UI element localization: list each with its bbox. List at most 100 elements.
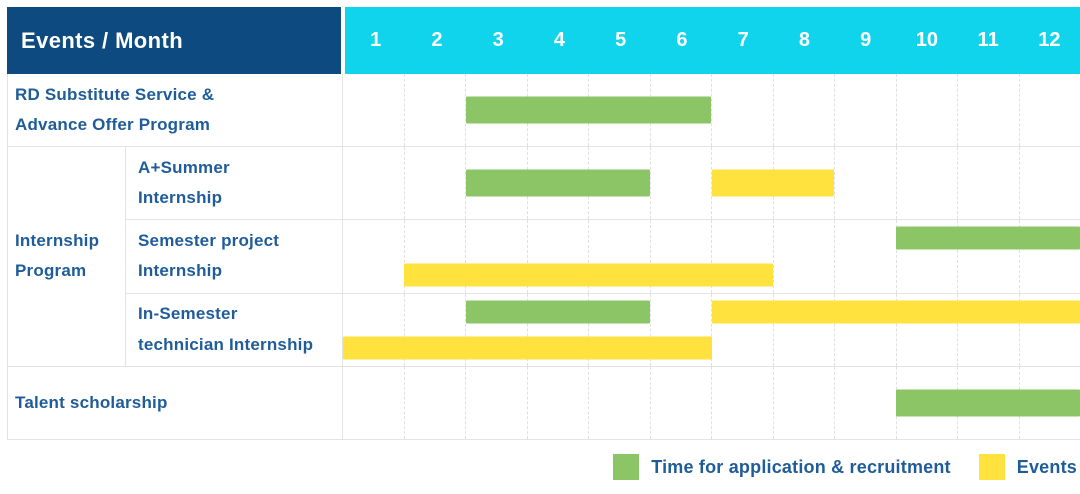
row-label: RD Substitute Service & Advance Offer Pro… xyxy=(15,84,215,135)
month-gridline xyxy=(958,74,1020,147)
events-month-header: Events / Month xyxy=(7,7,341,74)
gantt-table: Events / Month 1 2 3 4 5 6 7 8 9 10 11 12 RD Substi… xyxy=(7,7,1080,440)
group-rows: A+Summer Internship Semester project Intern… xyxy=(125,147,1080,367)
month-gridline xyxy=(774,293,835,366)
table-header-row: Events / Month 1 2 3 4 5 6 7 8 9 10 11 12 xyxy=(7,7,1080,74)
bar-lanes xyxy=(343,147,1080,219)
month-header-9: 9 xyxy=(860,29,872,51)
bar-lane xyxy=(343,147,1080,219)
month-gridline xyxy=(343,220,405,293)
legend-item-event: Events xyxy=(978,454,1077,480)
month-gridline xyxy=(958,147,1020,220)
row-label: In-Semester technician Internship xyxy=(125,293,342,366)
row-label: A+Summer Internship xyxy=(125,147,342,220)
month-header-11: 11 xyxy=(977,29,999,51)
legend-label: Time for application & recruitment xyxy=(651,456,951,477)
month-header-3: 3 xyxy=(492,29,504,51)
row-label: Semester project Internship xyxy=(125,220,342,293)
legend: Time for application & recruitment Events xyxy=(585,454,1077,480)
event-bar xyxy=(343,336,712,360)
month-gridline xyxy=(712,293,774,366)
month-header-7: 7 xyxy=(737,29,749,51)
month-gridline xyxy=(466,366,528,439)
month-gridline xyxy=(958,293,1020,366)
bar-lanes xyxy=(343,294,1080,366)
month-gridline xyxy=(405,366,466,439)
gantt-row: In-Semester technician Internship xyxy=(125,293,1080,367)
bar-lanes xyxy=(343,367,1080,439)
month-header-4: 4 xyxy=(553,29,565,51)
month-gridline xyxy=(589,147,651,220)
month-header-2: 2 xyxy=(431,29,443,51)
gantt-group: Internship Program A+Summer Internship Semes… xyxy=(8,147,1080,367)
month-gridline xyxy=(897,147,958,220)
month-gridline xyxy=(589,293,651,366)
month-gridline xyxy=(405,220,466,293)
bar-lanes xyxy=(343,74,1080,146)
application-bar xyxy=(465,169,651,197)
bar-lane xyxy=(343,330,1080,366)
month-gridline xyxy=(589,366,651,439)
month-gridline xyxy=(528,220,589,293)
month-gridline xyxy=(897,293,958,366)
month-header-1: 1 xyxy=(370,29,382,51)
month-gridline xyxy=(343,74,405,147)
month-gridline xyxy=(835,74,897,147)
legend-swatch-event xyxy=(978,454,1005,480)
month-gridline xyxy=(405,293,466,366)
month-header-5: 5 xyxy=(615,29,627,51)
gantt-row: RD Substitute Service & Advance Offer Pro… xyxy=(8,74,1080,148)
month-gridline xyxy=(897,74,958,147)
month-gridline xyxy=(466,293,528,366)
month-gridline xyxy=(835,147,897,220)
month-gridline xyxy=(405,74,466,147)
gantt-row: Talent scholarship xyxy=(8,366,1080,440)
month-gridline xyxy=(405,147,466,220)
month-gridline xyxy=(651,74,712,147)
month-gridline xyxy=(835,293,897,366)
month-gridline xyxy=(343,293,405,366)
application-bar xyxy=(895,226,1080,250)
legend-label: Events xyxy=(1016,456,1077,477)
gantt-row: Semester project Internship xyxy=(125,220,1080,294)
row-plot xyxy=(342,74,1080,147)
month-header-10: 10 xyxy=(915,29,938,51)
month-header-strip: 1 2 3 4 5 6 7 8 9 10 11 12 xyxy=(341,7,1080,74)
row-label: Talent scholarship xyxy=(15,392,168,412)
month-gridline xyxy=(528,293,589,366)
gantt-row: A+Summer Internship xyxy=(125,147,1080,221)
month-grid xyxy=(343,293,1080,366)
gantt-rows: RD Substitute Service & Advance Offer Pro… xyxy=(7,74,1080,440)
application-bar xyxy=(895,389,1080,417)
month-gridline xyxy=(712,220,774,293)
month-gridline xyxy=(651,293,712,366)
application-bar xyxy=(465,300,651,324)
month-gridline xyxy=(712,366,774,439)
month-gridline xyxy=(651,220,712,293)
month-header-6: 6 xyxy=(676,29,688,51)
month-gridline xyxy=(466,220,528,293)
event-bar xyxy=(711,300,1080,324)
legend-item-application: Time for application & recruitment xyxy=(613,454,951,480)
month-gridline xyxy=(958,220,1020,293)
month-gridline xyxy=(528,366,589,439)
bar-lane xyxy=(343,294,1080,330)
event-bar xyxy=(404,263,773,287)
bar-lane xyxy=(343,256,1080,292)
month-gridline xyxy=(343,147,405,220)
month-gridline xyxy=(897,220,958,293)
application-bar xyxy=(465,96,712,124)
row-plot xyxy=(342,147,1080,220)
month-gridline xyxy=(774,220,835,293)
month-gridline xyxy=(651,366,712,439)
row-plot xyxy=(342,220,1080,293)
month-gridline xyxy=(774,74,835,147)
month-header-12: 12 xyxy=(1038,29,1061,51)
legend-swatch-application xyxy=(613,454,640,480)
month-gridline xyxy=(589,220,651,293)
month-gridline xyxy=(835,220,897,293)
month-header-8: 8 xyxy=(798,29,810,51)
event-bar xyxy=(711,169,835,197)
bar-lane xyxy=(343,367,1080,439)
